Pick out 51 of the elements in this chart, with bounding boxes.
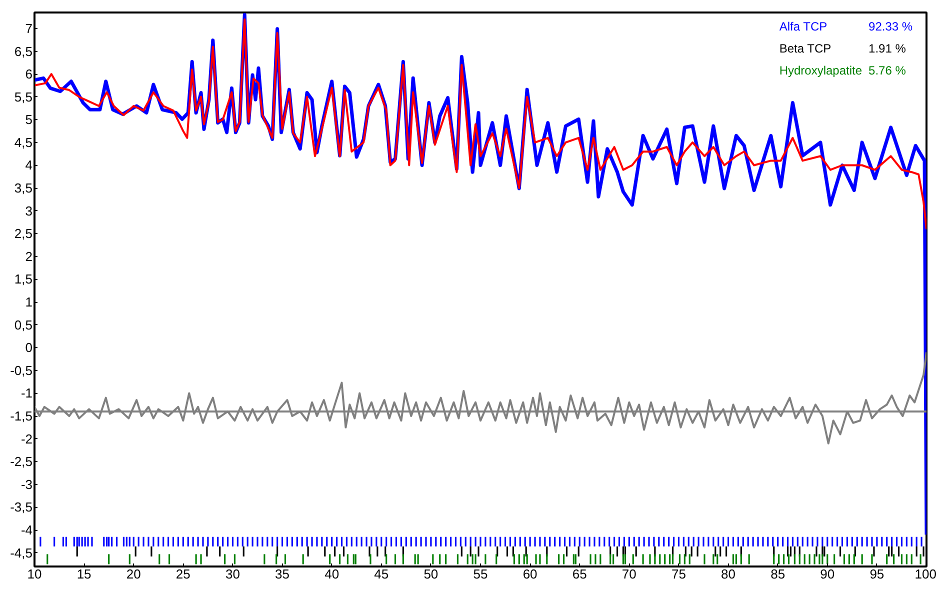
y-tick-label: 2,5 [14, 226, 33, 242]
x-tick-label: 90 [820, 566, 835, 582]
x-tick-label: 55 [473, 566, 488, 582]
y-tick-label: 0 [25, 340, 33, 356]
x-tick-label: 70 [622, 566, 636, 582]
x-tick-label: 60 [522, 566, 538, 582]
y-tick-label: 2 [25, 248, 33, 264]
y-tick-label: -0,5 [10, 362, 33, 378]
x-tick-label: 75 [671, 566, 686, 582]
text: Alfa TCP [779, 19, 828, 34]
y-tick-label: 5 [25, 112, 33, 128]
y-tick-label: 1,5 [14, 272, 33, 287]
x-tick-label: 40 [324, 566, 340, 582]
y-tick-label: 4 [25, 158, 33, 173]
y-tick-label: 0,5 [14, 317, 33, 332]
y-tick-label: 5,5 [14, 89, 33, 104]
x-tick-label: 45 [374, 566, 389, 582]
line-series [34, 351, 926, 444]
x-tick-label: 85 [770, 566, 786, 582]
y-tick-label: -1,5 [10, 408, 33, 424]
annotation: 5.76 % [868, 64, 906, 78]
y-tick-label: 7 [25, 20, 33, 36]
x-tick-label: 25 [176, 566, 190, 582]
x-tick-label: 80 [721, 566, 736, 582]
y-tick-label: 3,5 [14, 180, 33, 196]
y-tick-label: -3,5 [10, 500, 33, 515]
y-tick-label: 6,5 [14, 44, 33, 59]
x-tick-label: 30 [225, 566, 240, 582]
y-tick-label: -3 [20, 476, 33, 492]
x-tick-label: 10 [27, 566, 42, 582]
y-tick-label: 1 [25, 294, 33, 310]
x-tick-label: 15 [76, 566, 92, 582]
y-tick-label: -2,5 [10, 454, 33, 470]
x-tick-label: 20 [126, 566, 141, 582]
x-tick-label: 35 [275, 566, 290, 582]
y-tick-label: 6 [25, 66, 33, 82]
y-tick-label: 4,5 [14, 134, 33, 150]
x-tick-label: 50 [424, 566, 438, 582]
annotation: 1.91 % [868, 42, 906, 56]
text: Hydroxylapatite [779, 64, 862, 78]
line-series [34, 18, 926, 230]
text: Beta TCP [779, 42, 832, 56]
x-tick-label: 65 [572, 566, 587, 582]
y-tick-label: 3 [25, 203, 33, 218]
x-tick-label: 100 [914, 566, 937, 582]
y-tick-label: -4,5 [10, 545, 33, 560]
y-tick-label: -4 [20, 522, 33, 538]
annotation: 92.33 % [868, 19, 913, 34]
y-tick-label: -1 [20, 386, 33, 401]
y-tick-label: -2 [20, 431, 33, 446]
x-tick-label: 95 [870, 566, 884, 582]
